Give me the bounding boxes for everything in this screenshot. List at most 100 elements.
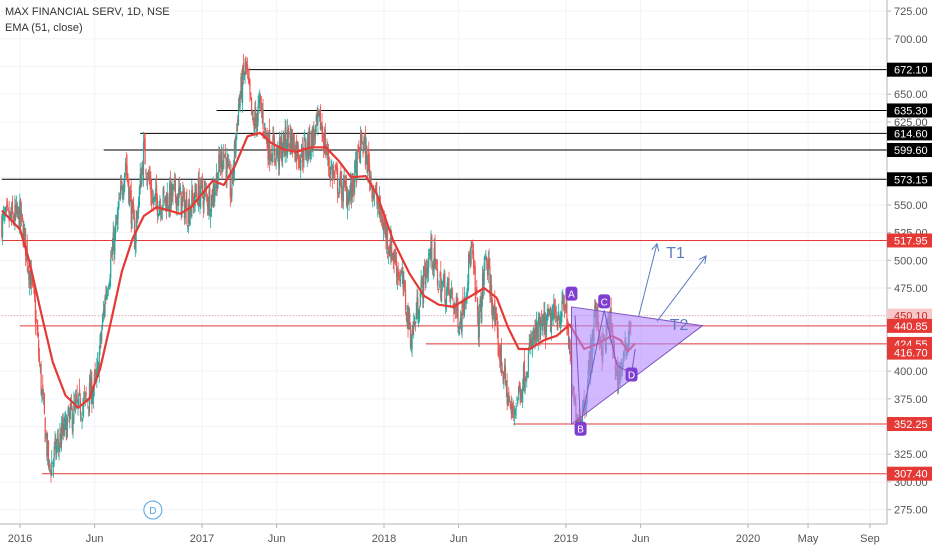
candle-body: [418, 316, 420, 323]
candle-body: [179, 187, 181, 195]
candle-body: [335, 166, 337, 169]
candle-body: [526, 378, 528, 380]
candle-body: [282, 134, 285, 149]
candle-body: [463, 297, 466, 316]
candle-body: [399, 278, 401, 282]
candle-body: [365, 146, 367, 164]
candle-body: [565, 303, 567, 309]
candle-body: [138, 187, 140, 206]
candle-body: [167, 196, 169, 207]
candle-body: [139, 173, 141, 189]
candle-body: [549, 307, 552, 332]
pattern-point-badge: [598, 294, 611, 309]
candle-body: [147, 171, 150, 176]
time-axis[interactable]: 2016 Jun 2017 Jun 2018 Jun 2019 Jun 2020 May Sep: [0, 523, 887, 550]
candle-body: [249, 79, 251, 95]
candle-body: [190, 208, 192, 211]
candle-body: [189, 210, 191, 225]
candle-body: [543, 310, 545, 332]
indicator-label[interactable]: EMA (51, close): [5, 22, 83, 34]
price-level-badge: [887, 318, 932, 333]
candle-body: [7, 208, 9, 210]
candle-body: [453, 304, 455, 315]
candle-body: [362, 147, 364, 149]
candle-body: [332, 170, 335, 178]
target-arrow-line: [638, 243, 658, 316]
candle-body: [105, 295, 107, 298]
candle-body: [182, 191, 184, 198]
candle-body: [273, 139, 276, 157]
candle-body: [240, 77, 242, 97]
pattern-point-label: C: [601, 297, 608, 308]
candle-body: [6, 205, 8, 207]
candle-body: [5, 207, 7, 212]
candle-body: [440, 271, 442, 300]
candle-body: [279, 137, 281, 148]
candle-body: [594, 305, 596, 309]
candle-body: [353, 188, 355, 192]
candle-body: [526, 372, 529, 378]
candle-body: [155, 188, 157, 200]
candle-body: [375, 186, 377, 189]
candle-body: [441, 286, 443, 302]
candle-body: [228, 163, 230, 166]
candle-body: [421, 278, 423, 280]
candle-body: [320, 125, 322, 130]
candle-body: [450, 290, 452, 299]
price-axis[interactable]: 275.00300.00325.00350.00375.00400.00425.…: [886, 0, 932, 550]
candle-body: [502, 370, 504, 381]
candle-body: [11, 205, 13, 222]
candle-body: [8, 211, 10, 222]
candle-body: [325, 148, 327, 154]
candle-body: [563, 299, 565, 308]
candle-body: [569, 341, 571, 355]
symbol-title[interactable]: MAX FINANCIAL SERV, 1D, NSE: [5, 6, 170, 18]
time-tick-label: Jun: [450, 533, 468, 545]
price-tick-label: 325.00: [894, 449, 928, 461]
candle-body: [418, 309, 421, 320]
candle-body: [197, 178, 199, 203]
candle-body: [576, 417, 579, 426]
candle-body: [209, 188, 211, 215]
candle-body: [42, 397, 45, 399]
candle-body: [477, 298, 479, 316]
candle-body: [288, 143, 290, 146]
candle-body: [222, 163, 224, 167]
candle-body: [57, 439, 59, 446]
candle-body: [12, 215, 14, 222]
candle-body: [192, 194, 194, 199]
candle-body: [504, 364, 506, 377]
candle-body: [537, 319, 539, 342]
candle-body: [466, 291, 468, 293]
candle-body: [532, 328, 534, 341]
candle-body: [170, 182, 172, 207]
pattern-point-badge: [625, 367, 638, 382]
candle-body: [200, 179, 202, 200]
candle-body: [431, 263, 434, 268]
candle-body: [94, 370, 96, 375]
candle-body: [165, 195, 167, 202]
candle-body: [417, 299, 419, 319]
price-level-label: 614.60: [894, 128, 928, 140]
candle-body: [47, 439, 49, 457]
candle-body: [72, 420, 74, 432]
candle-body: [331, 167, 333, 169]
candle-body: [265, 134, 267, 140]
candle-body: [594, 301, 597, 318]
candle-body: [38, 356, 41, 363]
legend: MAX FINANCIAL SERV, 1D, NSE EMA (51, clo…: [5, 4, 170, 36]
candle-body: [224, 153, 226, 157]
candle-body: [536, 320, 538, 337]
target-label: T1: [666, 245, 685, 262]
candle-body: [68, 413, 70, 417]
candle-body: [92, 388, 95, 399]
candle-body: [119, 185, 122, 198]
candle-body: [220, 152, 222, 165]
candle-body: [110, 258, 112, 278]
candle-body: [174, 180, 176, 183]
candle-body: [59, 433, 61, 444]
candle-body: [84, 392, 86, 399]
candle-body: [305, 153, 308, 160]
